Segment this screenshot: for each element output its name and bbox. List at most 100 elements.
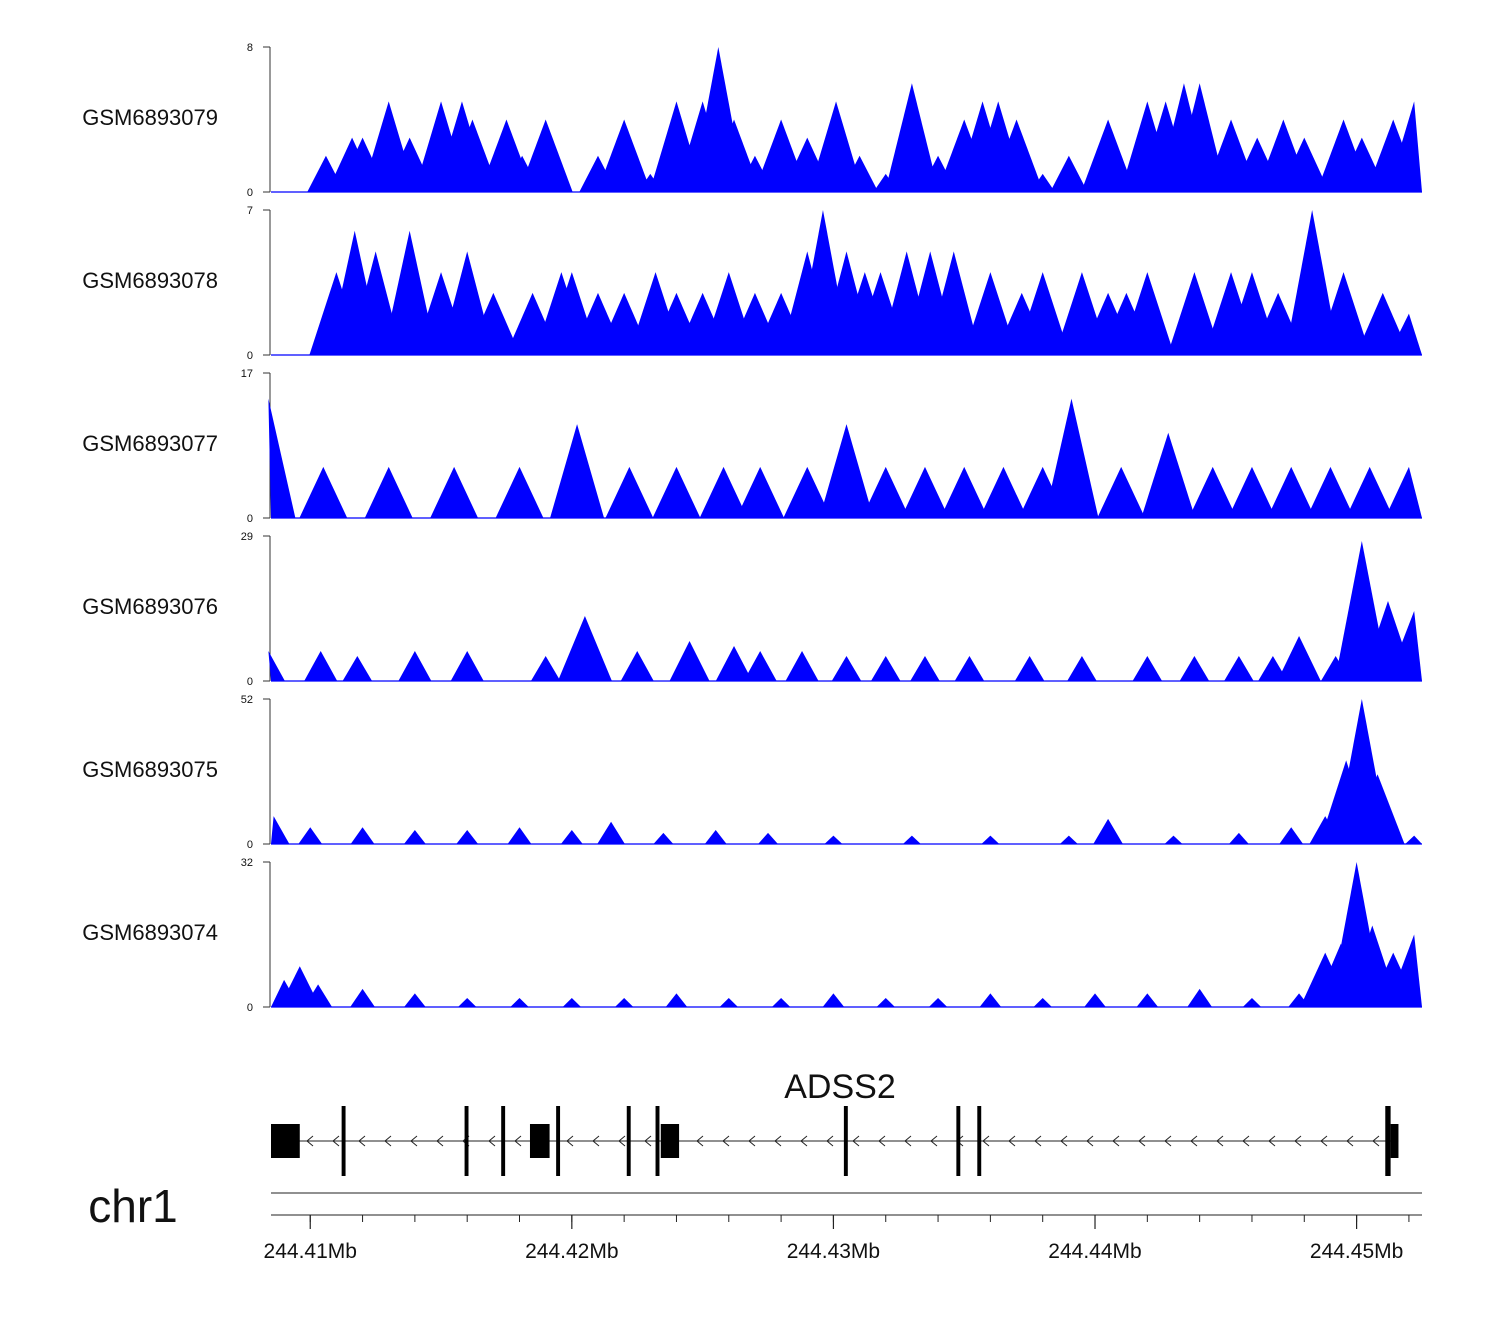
coverage-peak	[1279, 137, 1330, 192]
strand-arrow	[566, 1135, 574, 1147]
exon	[956, 1106, 961, 1176]
track-label: GSM6893078	[82, 268, 218, 293]
coverage-peak	[557, 616, 612, 681]
coverage-peak	[1350, 774, 1405, 844]
coverage-peak	[1285, 210, 1340, 355]
coverage-peak	[979, 466, 1028, 518]
strand-arrow	[1372, 1135, 1380, 1147]
coverage-peak	[271, 816, 290, 844]
exon	[556, 1106, 561, 1176]
coverage-peak	[1345, 466, 1394, 518]
coverage-peak	[510, 997, 529, 1007]
genome-axis: chr1 244.41Mb 244.42Mb 244.43Mb 244.44Mb 244…	[88, 1180, 1422, 1263]
exon	[464, 1106, 469, 1176]
coverage-peak	[562, 997, 582, 1007]
exon	[843, 1106, 848, 1176]
track-GSM6893077: GSM6893077 17 0	[82, 368, 1422, 525]
coverage-peak	[350, 827, 375, 844]
coverage-peak	[840, 155, 879, 192]
coverage-peak	[1084, 993, 1106, 1007]
coverage-peak	[819, 424, 874, 518]
strand-arrow	[488, 1135, 496, 1147]
track-label: GSM6893079	[82, 105, 218, 130]
coverage-peak	[550, 424, 605, 518]
strand-arrow	[1294, 1135, 1302, 1147]
coverage-peak	[1258, 656, 1288, 681]
y-max-label: 52	[241, 694, 253, 706]
strand-arrow	[358, 1135, 366, 1147]
coverage-peak	[1050, 155, 1088, 192]
strand-arrow	[1242, 1135, 1250, 1147]
strand-arrow	[904, 1135, 912, 1147]
exon	[529, 1124, 550, 1158]
coverage-peak	[1164, 835, 1183, 844]
coverage-peak	[1179, 656, 1210, 681]
strand-arrow	[878, 1135, 886, 1147]
track-GSM6893075: GSM6893075 52 0	[82, 694, 1422, 851]
coverage-peak	[1228, 832, 1249, 844]
coverage-peak	[1141, 432, 1196, 518]
coverage-peak	[1316, 272, 1371, 355]
coverage-peak	[495, 466, 544, 518]
coverage-peak	[299, 466, 348, 518]
y-min-label: 0	[247, 187, 253, 199]
coverage-peak	[1267, 466, 1316, 518]
coverage-tracks: GSM689307980GSM689307870GSM6893077170GSM…	[82, 42, 1422, 1014]
coverage-peak	[1044, 398, 1099, 518]
coverage-peak	[403, 830, 426, 844]
strand-arrow	[982, 1135, 990, 1147]
coverage-peak	[614, 997, 634, 1007]
coverage-peak	[560, 830, 583, 844]
y-min-label: 0	[247, 839, 253, 851]
coverage-peak	[1132, 656, 1163, 681]
strand-arrow	[1138, 1135, 1146, 1147]
y-max-label: 8	[247, 42, 253, 54]
y-min-label: 0	[247, 350, 253, 362]
coverage-peak	[1224, 656, 1254, 681]
coverage-peak	[364, 466, 413, 518]
coverage-peak	[1306, 466, 1355, 518]
y-min-label: 0	[247, 676, 253, 688]
coverage-peak	[704, 830, 727, 844]
y-max-label: 7	[247, 205, 253, 217]
coverage-peak	[1387, 934, 1422, 1007]
exon	[977, 1106, 982, 1176]
coverage-peak	[743, 651, 777, 681]
x-tick-label: 244.42Mb	[525, 1240, 618, 1263]
gene-label-adss2: ADSS2	[784, 1068, 896, 1106]
coverage-peak	[1387, 101, 1422, 192]
coverage-peak	[910, 656, 940, 681]
coverage-peak	[304, 984, 333, 1007]
strand-arrow	[1164, 1135, 1172, 1147]
coverage-peak	[1136, 993, 1159, 1007]
x-tick-label: 244.43Mb	[787, 1240, 880, 1263]
coverage-peak	[298, 827, 323, 844]
track-label: GSM6893075	[82, 757, 218, 782]
coverage-peak	[989, 119, 1044, 192]
coverage-peak	[268, 398, 296, 518]
coverage-peak	[507, 827, 532, 844]
coverage-peak	[1097, 466, 1146, 518]
track-GSM6893079: GSM6893079 8 0	[82, 42, 1422, 199]
coverage-peak	[1081, 119, 1136, 192]
coverage-peak	[699, 466, 748, 518]
exon	[1390, 1124, 1399, 1158]
strand-arrow	[1060, 1135, 1068, 1147]
coverage-peak	[268, 651, 285, 681]
strand-arrow	[1268, 1135, 1276, 1147]
strand-arrow	[1190, 1135, 1198, 1147]
strand-arrow	[1008, 1135, 1016, 1147]
coverage-peak	[304, 651, 338, 681]
strand-arrow	[1034, 1135, 1042, 1147]
exon	[501, 1106, 506, 1176]
strand-arrow	[1346, 1135, 1354, 1147]
coverage-peak	[1188, 466, 1237, 518]
track-label: GSM6893077	[82, 431, 218, 456]
coverage-peak	[981, 835, 1000, 844]
x-tick-label: 244.45Mb	[1310, 1240, 1403, 1263]
coverage-peak	[518, 119, 573, 192]
strand-arrow	[1086, 1135, 1094, 1147]
coverage-peak	[653, 832, 674, 844]
y-min-label: 0	[247, 1002, 253, 1014]
strand-arrow	[436, 1135, 444, 1147]
